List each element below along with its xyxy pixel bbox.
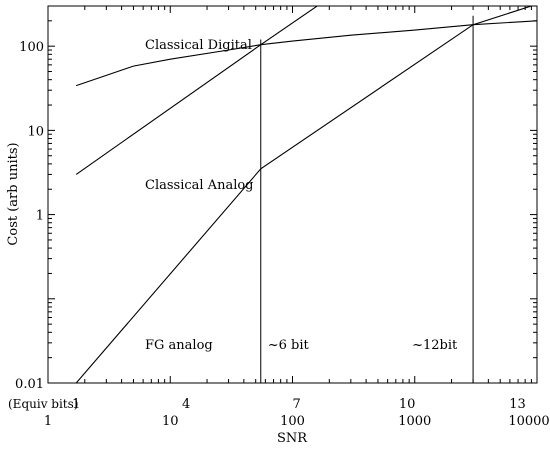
- x-tick-label: 1: [44, 414, 52, 429]
- equiv-bits-tick-label: 10: [399, 397, 416, 412]
- equiv-bits-tick-label: 4: [182, 397, 190, 412]
- tick-marks: [47, 5, 538, 384]
- x-tick-label: 100: [280, 414, 305, 429]
- y-tick-label: 0.01: [15, 377, 44, 392]
- equiv-bits-label: (Equiv bits): [8, 397, 78, 411]
- equiv-bits-tick-label: 7: [292, 397, 300, 412]
- series-line: [76, 20, 537, 87]
- series-label: Classical Analog: [145, 178, 254, 193]
- x-tick-label: 10: [162, 414, 179, 429]
- x-tick-label: 10000: [508, 414, 549, 429]
- labels-layer: 1 10 100 1000 10000 0.01 1 10 100 1 4 7 10 13 Classica…: [15, 38, 550, 429]
- x-axis-title: SNR: [277, 431, 308, 446]
- y-axis-title: Cost (arb units): [6, 142, 21, 245]
- series-line: [75, 6, 532, 383]
- reference-label: ~6 bit: [268, 338, 310, 353]
- equiv-bits-tick-label: 13: [509, 397, 526, 412]
- series-line: [75, 6, 319, 175]
- series-label: Classical Digital: [145, 38, 252, 53]
- equiv-bits-tick-label: 1: [72, 397, 80, 412]
- series-label: FG analog: [145, 338, 213, 353]
- plot-frame: [47, 5, 538, 384]
- y-tick-label: 10: [27, 124, 44, 139]
- y-tick-label: 100: [19, 40, 44, 55]
- series-layer: [75, 6, 537, 383]
- y-tick-label: 1: [36, 209, 44, 224]
- plot-area: [47, 5, 538, 384]
- reference-label: ~12bit: [412, 338, 458, 353]
- x-tick-label: 1000: [398, 414, 431, 429]
